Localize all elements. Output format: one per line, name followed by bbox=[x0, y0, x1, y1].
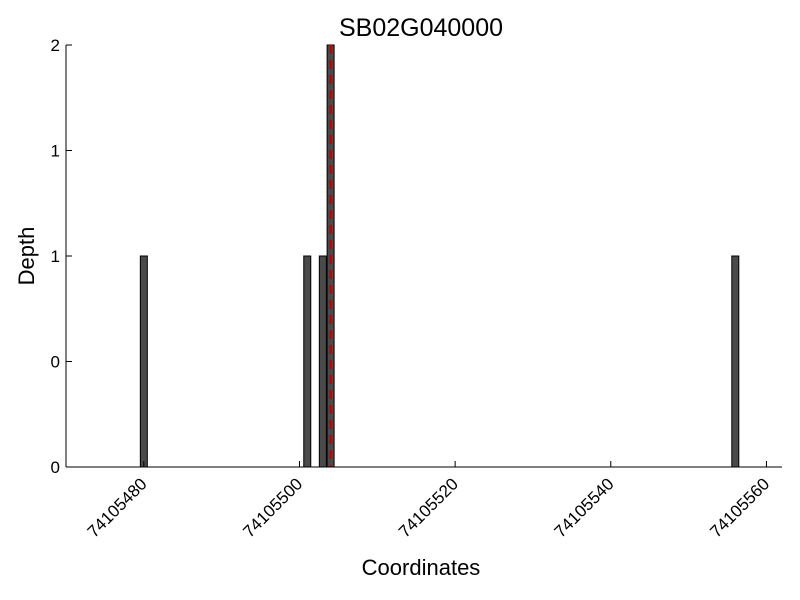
bar bbox=[318, 255, 327, 468]
y-tick-label: 0 bbox=[51, 458, 60, 477]
x-tick-label: 74105520 bbox=[395, 474, 462, 541]
y-axis-title: Depth bbox=[14, 227, 39, 286]
bar bbox=[139, 255, 148, 468]
y-tick-label: 1 bbox=[51, 247, 60, 266]
y-ticks-group: 0 0 1 1 2 bbox=[51, 36, 72, 477]
y-tick-label: 2 bbox=[51, 36, 60, 55]
bars-group bbox=[139, 44, 740, 468]
bar bbox=[731, 255, 740, 468]
chart-title: SB02G040000 bbox=[339, 14, 503, 42]
x-tick-label: 74105500 bbox=[239, 474, 306, 541]
x-tick-label: 74105480 bbox=[84, 474, 151, 541]
x-tick-label: 74105560 bbox=[706, 474, 773, 541]
bar bbox=[303, 255, 312, 468]
x-ticks-group: 74105480 74105500 74105520 74105540 74105560 bbox=[84, 461, 773, 541]
x-axis-title: Coordinates bbox=[362, 555, 481, 580]
y-tick-label: 1 bbox=[51, 142, 60, 161]
x-tick-label: 74105540 bbox=[551, 474, 618, 541]
y-tick-label: 0 bbox=[51, 353, 60, 372]
axes-group bbox=[65, 45, 782, 468]
